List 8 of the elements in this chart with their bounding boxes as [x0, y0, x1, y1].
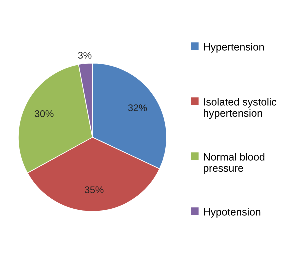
data-label: 3%: [78, 52, 92, 59]
legend-label: Isolated systolic hypertension: [204, 98, 277, 120]
legend-label: Hypotension: [204, 208, 261, 218]
data-label: 32%: [128, 104, 148, 112]
legend-label: Hypertension: [204, 43, 264, 53]
legend-label: Normal blood pressure: [204, 153, 265, 174]
data-label: 30%: [35, 110, 54, 118]
data-label: 35%: [85, 186, 104, 194]
